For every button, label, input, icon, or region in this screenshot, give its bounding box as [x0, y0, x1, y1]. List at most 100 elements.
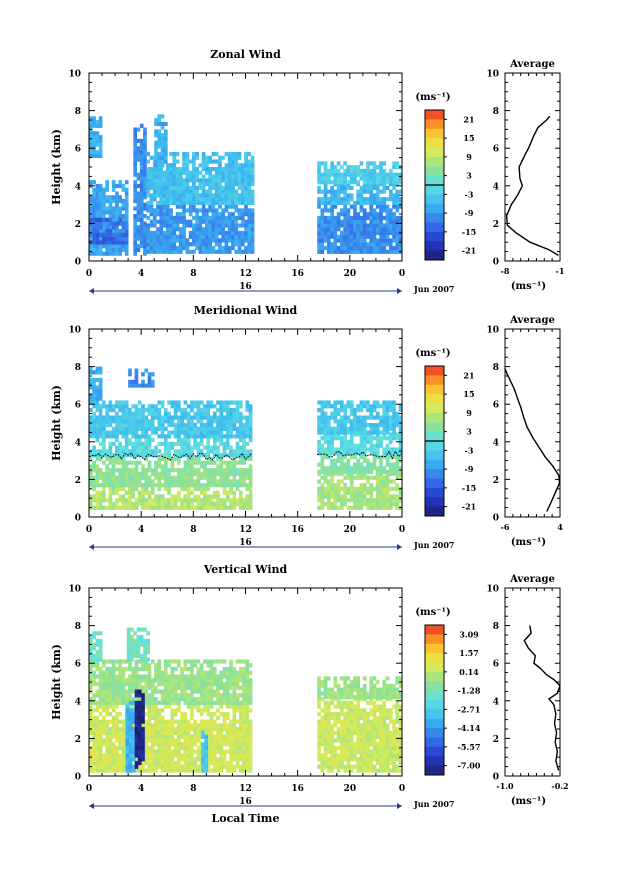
- heatmap-cell: [385, 490, 390, 495]
- heatmap-cell: [392, 165, 396, 170]
- heatmap-cell: [170, 430, 175, 435]
- heatmap-cell: [235, 400, 240, 405]
- heatmap-cell: [340, 404, 344, 409]
- heatmap-cell: [169, 242, 173, 247]
- heatmap-cell: [232, 471, 237, 477]
- heatmap-cell: [238, 483, 243, 488]
- heatmap-cell: [167, 734, 171, 739]
- heatmap-cell: [172, 219, 177, 224]
- heatmap-cell: [209, 404, 214, 409]
- heatmap-cell: [222, 764, 227, 769]
- heatmap-cell: [92, 674, 96, 679]
- heatmap-cell: [231, 159, 235, 164]
- heatmap-cell: [102, 753, 106, 758]
- heatmap-cell: [173, 712, 178, 717]
- heatmap-cell: [157, 159, 162, 164]
- heatmap-cell: [356, 505, 361, 510]
- heatmap-cell: [208, 185, 212, 190]
- heatmap-cell: [183, 453, 188, 458]
- heatmap-cell: [392, 215, 396, 221]
- heatmap-cell: [206, 494, 211, 499]
- heatmap-cell: [333, 234, 338, 239]
- heatmap-cell: [139, 195, 144, 200]
- heatmap-cell: [144, 426, 149, 431]
- heatmap-cell: [317, 172, 321, 177]
- heatmap-cell: [89, 738, 93, 743]
- heatmap-cell: [369, 249, 374, 254]
- heatmap-cell: [160, 423, 165, 428]
- heatmap-cell: [398, 197, 403, 202]
- heatmap-cell: [193, 438, 197, 443]
- heatmap-cell: [196, 768, 201, 773]
- heatmap-cell: [118, 666, 122, 672]
- heatmap-cell: [98, 768, 103, 773]
- heatmap-cell: [154, 753, 158, 758]
- heatmap-cell: [219, 464, 224, 469]
- heatmap-cell: [165, 212, 170, 217]
- heatmap-cell: [362, 180, 367, 185]
- heatmap-cell: [330, 245, 334, 251]
- heatmap-cell: [115, 244, 119, 249]
- heatmap-cell: [157, 441, 162, 446]
- heatmap-cell: [320, 470, 325, 475]
- heatmap-cell: [111, 206, 116, 211]
- heatmap-cell: [346, 486, 351, 492]
- heatmap-cell: [149, 230, 154, 236]
- heatmap-cell: [154, 505, 158, 510]
- heatmap-cell: [349, 451, 354, 456]
- heatmap-cell: [172, 189, 177, 194]
- heatmap-cell: [385, 407, 390, 413]
- heatmap-cell: [108, 693, 113, 698]
- heatmap-cell: [102, 419, 106, 424]
- heatmap-cell: [143, 131, 147, 136]
- heatmap-cell: [245, 483, 250, 488]
- heatmap-cell: [388, 208, 393, 213]
- heatmap-cell: [95, 385, 100, 390]
- heatmap-cell: [227, 197, 232, 202]
- heatmap-cell: [115, 768, 119, 773]
- heatmap-cell: [102, 244, 106, 249]
- heatmap-cell: [149, 185, 154, 190]
- heatmap-cell: [98, 490, 103, 495]
- heatmap-cell: [392, 212, 396, 217]
- heatmap-cell: [245, 441, 250, 446]
- heatmap-cell: [111, 501, 116, 507]
- heatmap-cell: [323, 219, 328, 224]
- heatmap-cell: [163, 704, 168, 709]
- heatmap-cell: [178, 182, 183, 187]
- heatmap-cell: [327, 168, 331, 174]
- heatmap-cell: [232, 749, 237, 754]
- heatmap-cell: [395, 501, 400, 507]
- heatmap-cell: [162, 238, 167, 243]
- heatmap-cell: [133, 225, 137, 230]
- heatmap-cell: [238, 423, 243, 428]
- heatmap-cell: [144, 666, 149, 672]
- heatmap-cell: [193, 757, 197, 762]
- heatmap-cell: [219, 483, 224, 488]
- heatmap-cell: [196, 501, 201, 507]
- heatmap-cell: [218, 159, 222, 164]
- heatmap-cell: [385, 436, 390, 441]
- heatmap-cell: [224, 167, 229, 172]
- heatmap-cell: [144, 415, 149, 420]
- heatmap-cell: [178, 197, 183, 202]
- heatmap-cell: [320, 419, 325, 424]
- heatmap-cell: [121, 682, 126, 687]
- heatmap-cell: [250, 178, 255, 183]
- heatmap-cell: [89, 768, 93, 773]
- heatmap-cell: [111, 468, 116, 473]
- heatmap-cell: [359, 498, 364, 503]
- heatmap-cell: [98, 251, 103, 256]
- heatmap-cell: [177, 757, 181, 762]
- heatmap-cell: [124, 475, 129, 480]
- heatmap-cell: [173, 719, 178, 724]
- heatmap-cell: [327, 439, 331, 445]
- heatmap-cell: [235, 501, 240, 507]
- heatmap-cell: [330, 462, 334, 467]
- heatmap-cell: [250, 189, 255, 194]
- heatmap-cell: [248, 760, 253, 766]
- heatmap-cell: [238, 498, 243, 503]
- heatmap-cell: [379, 436, 383, 441]
- heatmap-cell: [219, 760, 224, 766]
- heatmap-cell: [330, 193, 334, 198]
